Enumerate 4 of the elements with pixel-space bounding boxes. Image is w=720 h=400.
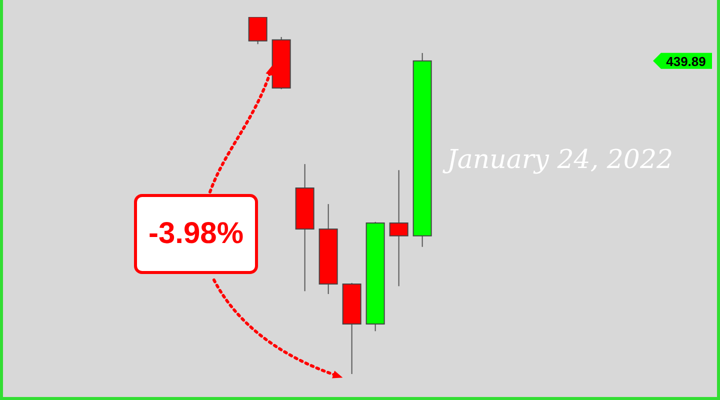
text: 439.89 <box>666 54 706 69</box>
candlestick <box>389 170 408 287</box>
text: -3.98% <box>148 217 244 251</box>
candlestick <box>248 17 268 45</box>
